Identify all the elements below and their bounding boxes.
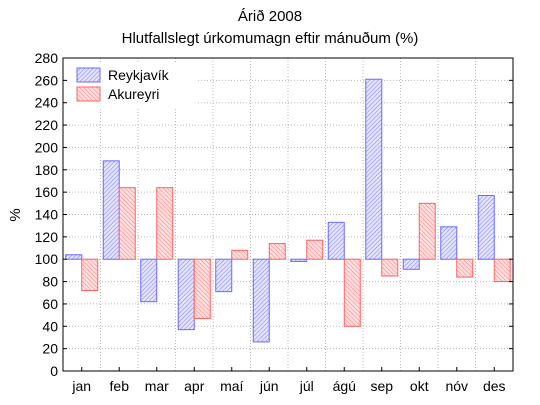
bars [65,78,511,343]
y-tick-label-0: 0 [50,363,58,379]
plot-frame [62,57,514,372]
bar-reykjavik-ágú [327,221,345,260]
bar-reykjavik-mar [140,258,158,303]
bar-reykjavik-jan [65,254,83,260]
bar-reykjavik-okt [402,258,420,270]
legend-label-reykjavik: Reykjavík [108,67,170,83]
y-tick-label-20: 20 [42,341,58,357]
bar-akureyri-maí [231,249,249,260]
bar-akureyri-apr [193,258,211,319]
x-tick-label-júl: júl [299,378,314,394]
bar-reykjavik-des [477,194,495,260]
bar-akureyri-sep [381,258,399,277]
x-tick-label-feb: feb [110,378,130,394]
bar-reykjavik-sep [365,78,383,260]
x-tick-label-sep: sep [370,378,393,394]
legend: Reykjavík Akureyri [68,63,198,108]
x-tick-label-nóv: nóv [445,378,468,394]
grid [63,58,513,371]
y-tick-label-160: 160 [35,184,59,200]
y-tick-label-120: 120 [35,229,59,245]
bar-akureyri-nóv [456,258,474,278]
y-tick-label-240: 240 [35,95,59,111]
bar-reykjavik-júl [290,258,308,262]
bar-akureyri-des [493,258,511,283]
y-tick-label-200: 200 [35,139,59,155]
x-tick-label-des: des [483,378,506,394]
y-tick-label-280: 280 [35,50,59,66]
bar-akureyri-feb [118,187,136,260]
y-tick-label-220: 220 [35,117,59,133]
y-axis-label: % [7,208,24,221]
bar-reykjavik-feb [102,160,120,260]
axes: 0 20 40 60 80 100 120 140 160 180 200 220 240 260 280 j… [35,50,514,394]
bar-akureyri-jan [81,258,99,292]
bar-akureyri-okt [418,202,436,260]
bar-akureyri-júl [306,239,324,260]
x-tick-label-ágú: ágú [333,378,356,394]
bar-reykjavik-jún [252,258,270,343]
bar-reykjavik-apr [177,258,195,331]
chart-title: Árið 2008 [237,8,303,25]
x-tick-label-maí: maí [220,378,243,394]
bar-akureyri-mar [156,187,174,260]
y-tick-label-180: 180 [35,162,59,178]
y-tick-label-80: 80 [42,274,58,290]
bar-akureyri-ágú [343,258,361,327]
chart-subtitle: Hlutfallslegt úrkomumagn eftir mánuðum (… [121,30,419,47]
y-tick-label-40: 40 [42,318,58,334]
y-tick-label-60: 60 [42,296,58,312]
x-tick-label-apr: apr [184,378,205,394]
x-tick-label-jún: jún [259,378,279,394]
x-tick-label-jan: jan [71,378,91,394]
legend-swatch-reykjavik [76,67,101,83]
x-tick-label-mar: mar [145,378,169,394]
y-tick-label-100: 100 [35,251,59,267]
bar-reykjavik-nóv [440,226,458,260]
bar-akureyri-jún [268,243,286,260]
legend-swatch-akureyri [76,86,101,102]
legend-label-akureyri: Akureyri [108,86,159,102]
y-tick-label-260: 260 [35,72,59,88]
x-tick-label-okt: okt [410,378,429,394]
y-tick-label-140: 140 [35,207,59,223]
bar-reykjavik-maí [215,258,233,293]
